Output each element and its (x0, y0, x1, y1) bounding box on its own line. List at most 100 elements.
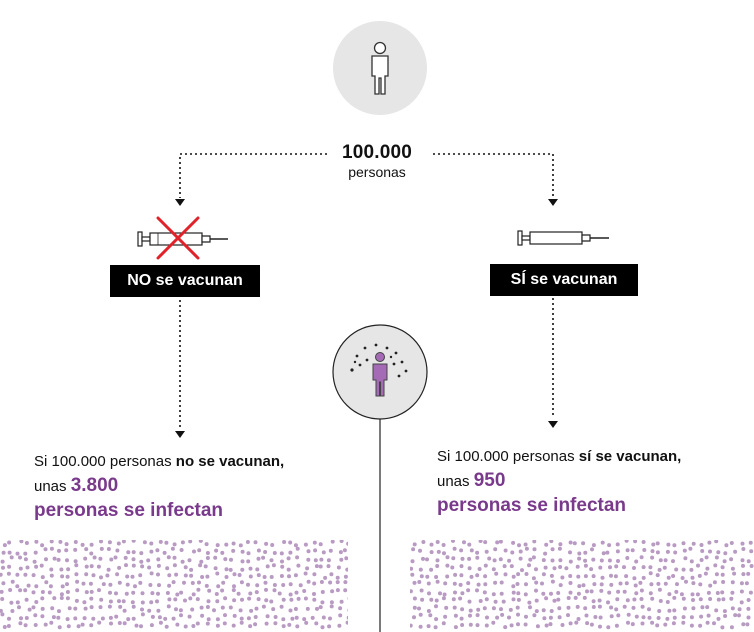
infected-dot (239, 620, 244, 625)
infected-dot (642, 548, 647, 552)
infected-dot (703, 571, 708, 576)
infected-dot (600, 540, 605, 545)
infected-dot (435, 564, 440, 568)
infected-dot (483, 582, 488, 587)
infected-dot (697, 573, 702, 578)
infected-dot (749, 564, 754, 568)
infected-dot (451, 597, 456, 602)
infected-dot (122, 621, 127, 626)
infected-dot (469, 574, 474, 579)
infected-dot (15, 584, 20, 589)
infected-dot (532, 540, 537, 544)
infected-dot (606, 625, 611, 630)
infected-dot (222, 621, 227, 626)
total-unit: personas (348, 164, 406, 180)
infected-dot (286, 567, 291, 572)
infected-dot (326, 558, 331, 563)
infected-dot (699, 543, 704, 547)
infected-dot (425, 557, 429, 562)
infected-dot (99, 575, 103, 580)
infected-dot (459, 616, 464, 621)
infected-dot (0, 559, 5, 564)
infected-dot (165, 591, 170, 595)
total-number: 100.000 (341, 142, 413, 163)
infected-dot (665, 616, 670, 621)
infected-dot (737, 607, 742, 612)
infected-dot (24, 541, 29, 545)
infected-dot (468, 608, 473, 613)
infected-dot (270, 543, 275, 547)
infected-dot (116, 541, 121, 546)
infected-dot (84, 547, 89, 552)
infected-dot (499, 580, 504, 585)
infected-dot (723, 614, 728, 618)
infected-dot (615, 542, 620, 547)
infected-dot (639, 588, 644, 593)
infected-dot (338, 613, 343, 618)
infected-dot (484, 549, 489, 554)
infected-dot (15, 572, 20, 577)
infected-dot (40, 596, 45, 601)
infected-dot (277, 591, 282, 596)
infected-dot (590, 547, 594, 552)
infected-dot (265, 564, 270, 569)
infected-dot (498, 557, 503, 562)
infected-dot (442, 551, 446, 556)
infected-dot (205, 556, 210, 560)
infected-dot (706, 590, 711, 595)
infected-dot (503, 572, 508, 577)
infected-dot (195, 621, 200, 626)
infected-dot (466, 588, 471, 593)
infected-dot (223, 557, 228, 562)
infected-dot (531, 576, 536, 581)
infected-dot (516, 591, 521, 596)
infected-dot (302, 617, 307, 622)
virus-dots (350, 343, 408, 378)
infected-dot (700, 605, 705, 610)
infected-dot (722, 559, 727, 564)
infected-dot (180, 559, 185, 564)
infected-dot (467, 566, 472, 571)
infected-dot (293, 607, 298, 611)
infected-dot (418, 548, 422, 553)
infected-dot (33, 623, 38, 627)
infected-dot (131, 604, 136, 609)
infected-dot (80, 622, 85, 627)
infected-dot (84, 564, 89, 569)
infected-dot (253, 615, 258, 619)
infected-dot (196, 587, 201, 592)
person-icon (371, 41, 389, 95)
infected-dot (450, 565, 455, 570)
infected-dot (220, 588, 225, 593)
infected-dot (493, 547, 498, 552)
infected-dot (634, 614, 639, 619)
infected-dot (158, 540, 163, 544)
infected-dot (200, 575, 205, 579)
infected-dot (140, 607, 144, 612)
infected-dot (745, 622, 750, 627)
infected-dot (622, 565, 626, 570)
infected-dot (149, 541, 154, 546)
infected-dot (624, 574, 629, 579)
infected-dot (82, 600, 87, 605)
infected-dot (298, 583, 303, 588)
infected-dot (511, 574, 516, 579)
infected-dot (248, 566, 253, 571)
infected-dot (262, 575, 267, 579)
infected-dot (435, 558, 440, 563)
infected-dot (326, 564, 331, 569)
infected-dot (483, 540, 488, 545)
infected-dot (52, 596, 57, 601)
infected-dot (49, 567, 54, 572)
red-cross-icon (156, 216, 200, 260)
infected-dot (648, 571, 653, 576)
infected-dot (698, 597, 703, 602)
infected-dot (626, 620, 630, 625)
infected-dot (279, 574, 284, 578)
infected-dot (99, 540, 103, 544)
infected-dot (720, 590, 725, 595)
infected-dot (556, 597, 561, 602)
infected-dot (452, 581, 457, 586)
infected-person-icon (372, 352, 388, 397)
infected-dot (130, 600, 135, 605)
